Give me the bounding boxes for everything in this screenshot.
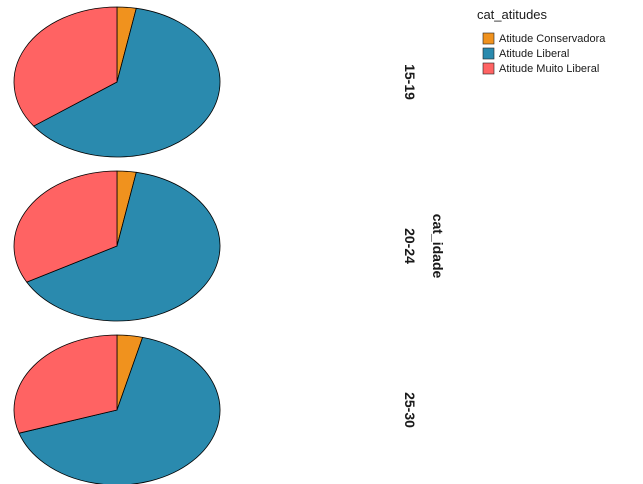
facet-label-20-24: 20-24 [402, 228, 418, 264]
legend-key-conservadora [482, 32, 495, 45]
facet-label-15-19: 15-19 [402, 64, 418, 100]
legend-key-muito-liberal [482, 62, 495, 75]
pie-slice-15-19-atitude-muito-liberal [13, 6, 118, 127]
pie-slice-20-24-atitude-muito-liberal [13, 170, 118, 283]
legend-label-conservadora: Atitude Conservadora [499, 33, 606, 45]
legend-label-muito-liberal: Atitude Muito Liberal [499, 63, 599, 75]
legend-title: cat_atitudes [477, 7, 548, 22]
pie-slice-20-24-atitude-liberal [26, 171, 221, 322]
facet-label-25-30: 25-30 [402, 392, 418, 428]
pie-panels [13, 6, 221, 484]
facet-axis-title: cat_idade [430, 214, 446, 279]
legend-key-liberal [482, 47, 495, 60]
pie-slice-15-19-atitude-liberal [33, 7, 221, 158]
legend: cat_atitudes Atitude Conservadora Atitud… [477, 7, 606, 75]
pie-slice-25-30-atitude-liberal [18, 336, 221, 484]
pie-slice-25-30-atitude-muito-liberal [13, 334, 118, 434]
legend-label-liberal: Atitude Liberal [499, 48, 569, 60]
